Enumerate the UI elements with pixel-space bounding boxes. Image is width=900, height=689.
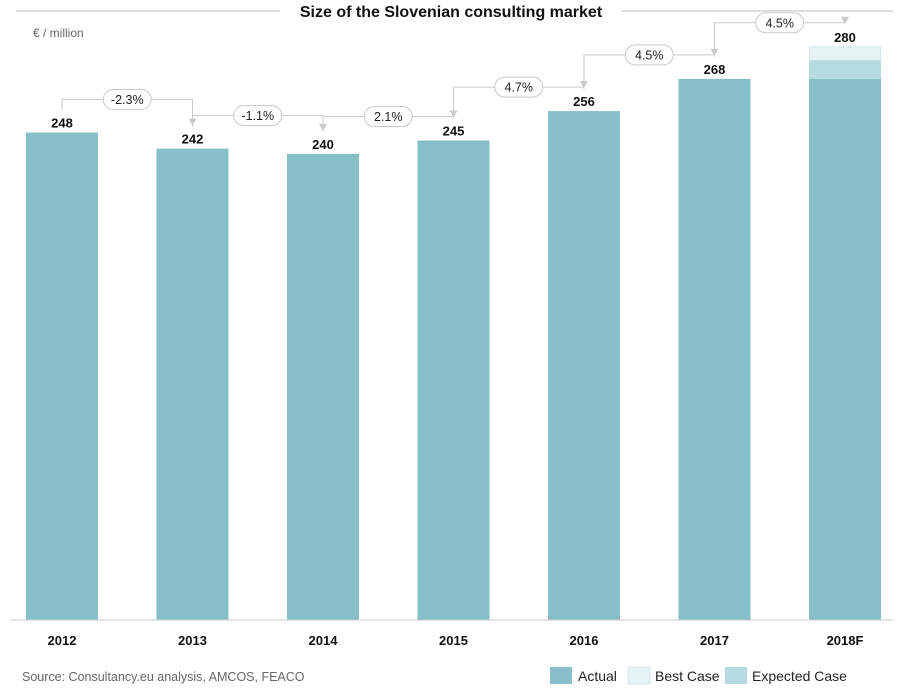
x-tick-label-2014: 2014	[309, 633, 339, 648]
growth-badge-4	[624, 44, 674, 66]
x-tick-label-2018F: 2018F	[827, 633, 864, 648]
value-label-2017: 268	[704, 62, 726, 77]
growth-badge-5	[755, 12, 805, 34]
chart-title: Size of the Slovenian consulting market	[300, 4, 603, 21]
bar-actual-2016	[548, 111, 620, 621]
legend-swatch-expected-case	[725, 667, 747, 684]
legend-swatch-best-case	[627, 666, 651, 685]
x-tick-label-2012: 2012	[48, 633, 77, 648]
x-tick-label-2017: 2017	[700, 633, 729, 648]
x-tick-labels-group: 2012 2013 2014 2015 2016 2017 2018F	[48, 633, 864, 648]
growth-label-4: 4.5%	[635, 48, 664, 62]
bar-actual-2012	[26, 132, 98, 620]
legend-swatch-actual	[550, 667, 572, 684]
bars-group: 248 242 240 245 256 268 280	[26, 30, 881, 621]
value-label-2014: 240	[312, 137, 334, 152]
value-label-2018F: 280	[834, 30, 856, 45]
value-label-2016: 256	[573, 94, 595, 109]
legend-label-best-case: Best Case	[655, 668, 720, 684]
value-label-2012: 248	[51, 116, 73, 131]
growth-label-1: -1.1%	[241, 109, 274, 123]
growth-label-5: 4.5%	[766, 16, 795, 30]
x-tick-label-2015: 2015	[439, 633, 468, 648]
growth-connectors-group: -2.3% -1.1% 2.1% 4.7% 4.5% 4.5%	[61, 12, 849, 132]
legend-label-expected-case: Expected Case	[752, 668, 847, 684]
growth-badge-1	[233, 105, 283, 127]
growth-badge-2	[363, 106, 413, 128]
value-label-2013: 242	[182, 132, 204, 147]
growth-badge-0	[102, 89, 152, 110]
growth-label-3: 4.7%	[505, 81, 534, 95]
legend: Actual Best Case Expected Case	[550, 666, 847, 685]
bar-expected-case-2018F	[809, 60, 881, 79]
bar-actual-2015	[417, 140, 490, 621]
value-label-2015: 245	[443, 124, 465, 139]
legend-label-actual: Actual	[578, 668, 617, 684]
growth-badge-3	[494, 76, 544, 98]
unit-label: € / million	[33, 26, 84, 40]
bar-actual-2014	[287, 153, 359, 620]
bar-actual-2013	[156, 148, 229, 621]
growth-label-0: -2.3%	[111, 93, 144, 107]
source-note: Source: Consultancy.eu analysis, AMCOS, …	[22, 670, 305, 684]
bar-best-case-2018F	[809, 46, 881, 61]
x-tick-label-2013: 2013	[178, 633, 207, 648]
growth-label-2: 2.1%	[374, 110, 403, 124]
bar-actual-2018F	[809, 78, 881, 620]
growth-arrowhead-5	[841, 16, 849, 24]
x-tick-label-2016: 2016	[570, 633, 599, 648]
bar-actual-2017	[678, 78, 751, 620]
